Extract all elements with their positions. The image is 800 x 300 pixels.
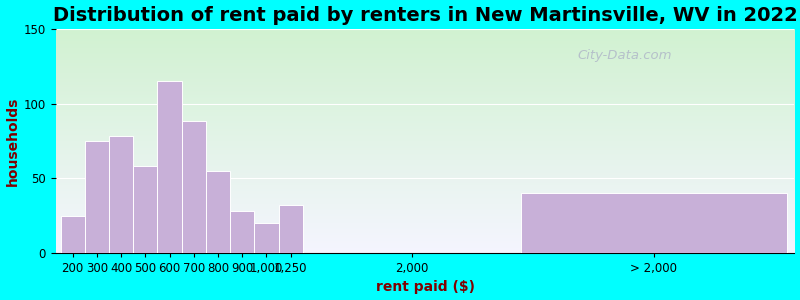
Bar: [206, 171, 230, 253]
Y-axis label: households: households: [6, 96, 19, 186]
X-axis label: rent paid ($): rent paid ($): [375, 280, 474, 294]
Bar: [278, 205, 302, 253]
Bar: [109, 136, 134, 253]
Bar: [158, 81, 182, 253]
Bar: [182, 122, 206, 253]
Bar: [521, 193, 787, 253]
Bar: [254, 223, 278, 253]
Bar: [134, 166, 158, 253]
Text: City-Data.com: City-Data.com: [578, 49, 672, 62]
Bar: [61, 215, 85, 253]
Title: Distribution of rent paid by renters in New Martinsville, WV in 2022: Distribution of rent paid by renters in …: [53, 6, 798, 25]
Bar: [230, 211, 254, 253]
Bar: [85, 141, 109, 253]
